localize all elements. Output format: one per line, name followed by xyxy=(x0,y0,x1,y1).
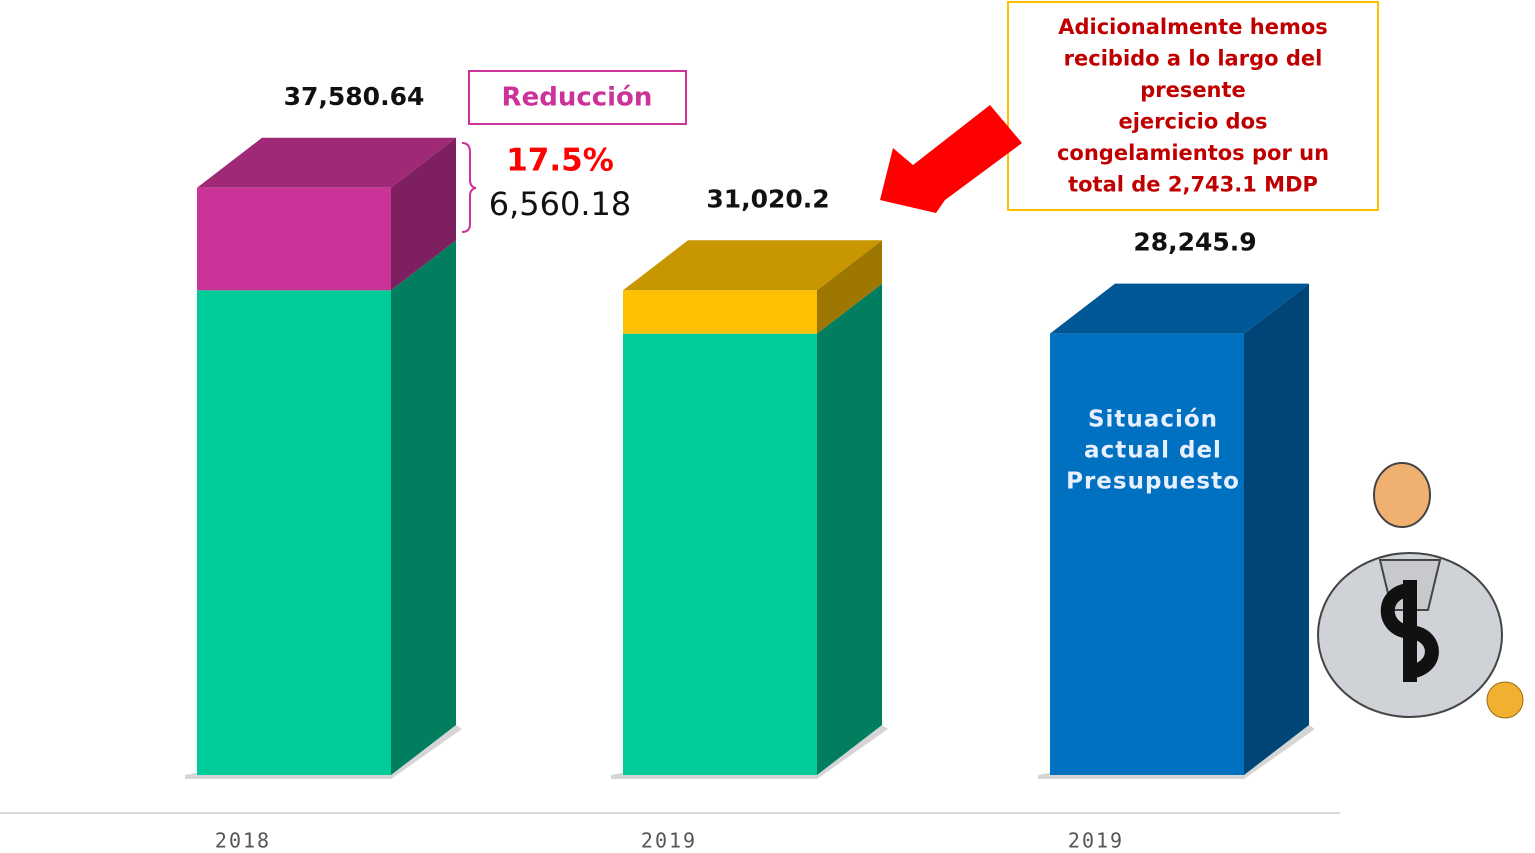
bar-side xyxy=(817,284,882,775)
total-label: 31,020.2 xyxy=(706,184,829,213)
total-label: 37,580.64 xyxy=(284,82,425,111)
x-tick-label: 2019 xyxy=(1068,829,1124,853)
note-line: presente xyxy=(1140,78,1246,102)
reduction-title: Reducción xyxy=(502,83,653,113)
chart: Reducción 17.5% 6,560.18 37,580.64 2018 31,… xyxy=(0,0,1535,853)
arrow xyxy=(880,105,1022,213)
bar-segment xyxy=(197,290,391,775)
bar-side xyxy=(391,240,456,775)
brace xyxy=(462,143,476,232)
total-label: 28,245.9 xyxy=(1133,228,1256,257)
note-line: Adicionalmente hemos xyxy=(1058,15,1328,39)
bar-segment xyxy=(1050,334,1244,775)
note-line: recibido a lo largo del xyxy=(1064,47,1323,71)
x-tick-label: 2018 xyxy=(215,829,271,853)
note-line: total de 2,743.1 MDP xyxy=(1068,173,1318,197)
x-tick-label: 2019 xyxy=(641,829,697,853)
money-bag-icon xyxy=(1318,463,1523,718)
note-line: congelamientos por un xyxy=(1057,141,1329,165)
bar-text: actual del xyxy=(1084,438,1222,464)
note-line: ejercicio dos xyxy=(1118,110,1267,134)
bar-side xyxy=(1244,284,1309,775)
reduction-percent: 17.5% xyxy=(506,143,614,179)
segment-label: 6,560.18 xyxy=(489,185,632,223)
bar-text: Situación xyxy=(1088,407,1218,433)
bar-text: Presupuesto xyxy=(1066,469,1240,495)
bar-segment xyxy=(623,334,817,775)
bar-segment xyxy=(623,290,817,333)
bar-segment xyxy=(197,188,391,291)
